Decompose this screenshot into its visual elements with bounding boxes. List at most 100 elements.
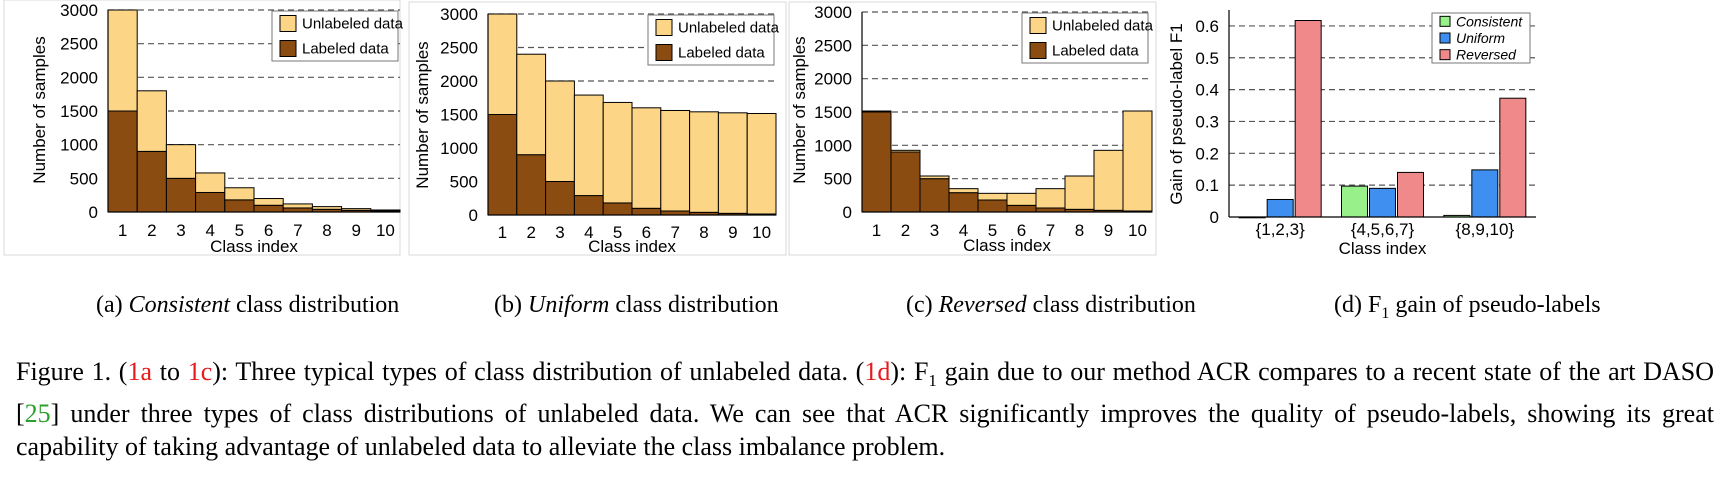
ref-25-link[interactable]: 25 [24,399,51,429]
bar-labeled-data-4 [573,195,604,216]
bar-unlabeled-data-9 [717,112,748,214]
bar-labeled-data-1 [861,111,892,213]
bar-labeled-data-7 [660,210,691,216]
bar-uniform-{1,2,3} [1266,198,1294,218]
y-tick-label: 0.2 [1195,144,1219,163]
x-tick-label: 7 [1046,221,1055,240]
caption-b: (b) Uniform class distribution [494,292,779,319]
caption-b-rest: class distribution [615,292,779,318]
x-tick-label: 6 [1017,221,1026,240]
y-tick-label: 0.3 [1195,112,1219,131]
y-tick-label: 1000 [60,136,98,155]
caption-subscript: 1 [928,371,937,391]
ref-1a-link[interactable]: 1a [127,357,153,386]
caption-text-2: to [152,357,188,386]
caption-a: (a) Consistent class distribution [96,292,399,319]
bar-labeled-data-5 [602,202,633,216]
bar-labeled-data-7 [282,207,313,213]
bar-labeled-data-5 [224,199,255,213]
x-axis-label: Class index [963,236,1051,255]
bar-unlabeled-data-4 [948,188,979,194]
bar-labeled-data-3 [919,178,950,213]
bar-labeled-data-2 [890,151,921,213]
x-tick-label: 3 [555,223,564,242]
caption-text-3: ): Three typical types of class distribu… [212,357,865,386]
y-tick-label: 0.5 [1195,49,1219,68]
ref-1d-link[interactable]: 1d [864,357,891,386]
bar-reversed-{4,5,6,7} [1397,171,1424,218]
panel-frame [408,1,787,256]
ref-1c-link[interactable]: 1c [187,357,213,386]
x-tick-label: 7 [670,223,679,242]
bar-unlabeled-data-10 [746,112,777,215]
bar-unlabeled-data-7 [282,203,313,209]
caption-b-label: (b) [494,292,522,318]
y-axis-label: Number of samples [790,36,809,183]
caption-a-rest: class distribution [235,292,400,318]
legend-label: Uniform [1456,30,1505,46]
bar-uniform-{4,5,6,7} [1369,187,1396,218]
y-tick-label: 500 [824,170,852,189]
caption-c-italic: Reversed [938,292,1027,318]
y-tick-label: 3000 [814,3,852,22]
y-tick-label: 500 [70,169,98,188]
y-tick-label: 2000 [440,72,478,91]
x-tick-label: 2 [526,223,535,242]
x-tick-label: 8 [699,223,708,242]
bar-unlabeled-data-3 [545,80,575,182]
y-axis-label: Number of samples [413,41,432,188]
chart-a: 0 500 1000 1500 2000 2500 3000 1 2 3 4 5 6 7 8 9 10 Class… [3,0,404,256]
legend-label: Labeled data [678,45,765,62]
caption-a-label: (a) [96,292,123,318]
x-tick-label: 4 [584,223,593,242]
caption-text-4: ): F [890,357,929,386]
figure-caption: Figure 1. (1a to 1c): Three typical type… [16,355,1714,463]
bar-unlabeled-data-8 [689,111,719,213]
legend-swatch [279,40,297,57]
legend-swatch [655,44,673,61]
caption-d-label: (d) F [1334,292,1382,318]
y-tick-label: 0 [89,203,98,222]
bar-labeled-data-6 [1006,204,1037,213]
legend-label: Labeled data [302,41,389,58]
y-tick-label: 2000 [814,70,852,89]
y-axis-label: Gain of pseudo-label F1 [1167,23,1186,204]
y-tick-label: 0 [469,206,478,225]
x-tick-label: 10 [752,223,771,242]
caption-text-6: ] under three types of class distributio… [16,399,1714,462]
bar-unlabeled-data-6 [631,107,662,209]
bar-unlabeled-data-10 [370,209,401,212]
caption-d-rest: gain of pseudo-labels [1395,292,1601,318]
legend-label: Labeled data [1052,43,1139,60]
bar-unlabeled-data-9 [1093,149,1124,211]
x-tick-label: 6 [642,223,651,242]
y-tick-label: 0 [1210,208,1219,227]
bar-unlabeled-data-3 [165,144,197,179]
bar-labeled-data-1 [107,110,138,213]
x-tick-label: {1,2,3} [1256,220,1305,239]
bar-unlabeled-data-5 [977,192,1008,201]
bar-labeled-data-2 [516,154,547,216]
bar-labeled-data-6 [631,207,662,216]
y-tick-label: 0.1 [1195,176,1219,195]
legend-label: Reversed [1456,47,1517,63]
chart-c: 0 500 1000 1500 2000 2500 3000 1 2 3 4 5 6 7 8 9 10 Class… [788,1,1157,256]
x-tick-label: 9 [728,223,737,242]
caption-a-italic: Consistent [128,292,230,318]
bar-uniform-{8,9,10} [1471,169,1499,218]
y-tick-label: 2000 [60,68,98,87]
x-tick-label: 1 [498,223,507,242]
caption-c-label: (c) [906,292,933,318]
legend-swatch [279,15,297,32]
x-tick-label: 9 [1104,221,1113,240]
x-tick-label: 9 [351,221,360,240]
y-tick-label: 500 [450,173,478,192]
legend-swatch [1029,17,1047,34]
bar-unlabeled-data-10 [1122,110,1153,212]
y-tick-label: 0.6 [1195,17,1219,36]
legend-swatch [1439,32,1451,44]
panel-frame [3,0,401,256]
y-tick-label: 0 [843,203,852,222]
legend-label: Unlabeled data [678,20,780,37]
